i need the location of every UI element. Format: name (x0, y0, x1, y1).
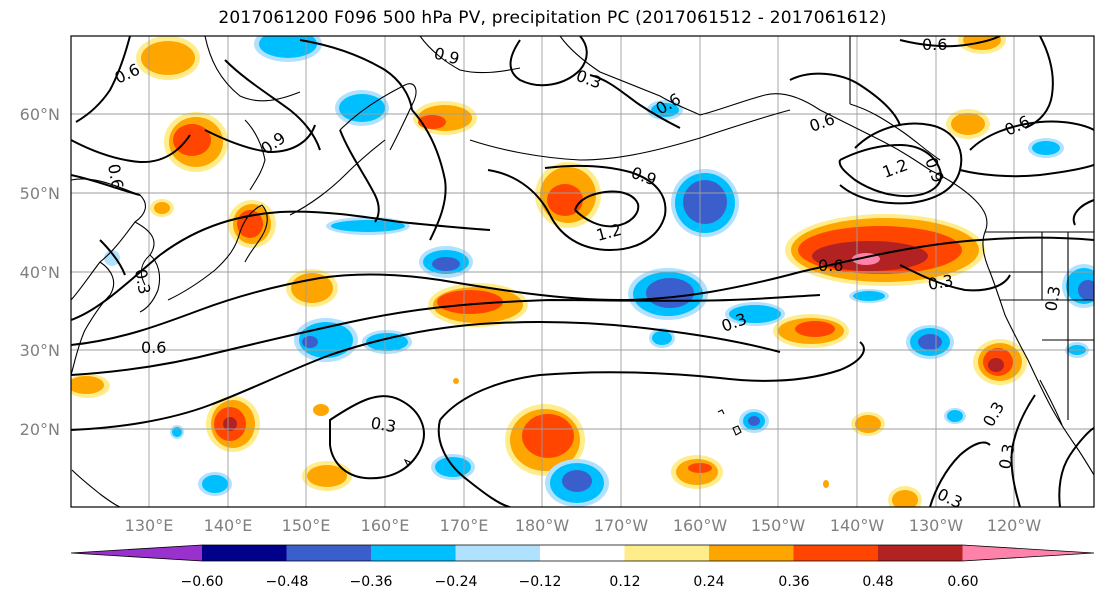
map-title: 2017061200 F096 500 hPa PV, precipitatio… (218, 8, 887, 28)
colorbar-segment (71, 545, 202, 561)
lat-label: 50°N (20, 184, 60, 203)
longitude-labels: 130°E 140°E 150°E 160°E 170°E 180°W 170°… (125, 516, 1042, 535)
map-panel: 0.6 0.9 0.3 0.6 0.9 0.9 0.6 0.6 0.6 1.2 … (71, 35, 1094, 507)
map-frame (70, 35, 1095, 508)
colorbar-segment (793, 545, 878, 561)
contour-label: 0.6 (104, 162, 127, 190)
contour-label: 0.3 (131, 267, 154, 295)
colorbar: −0.60 −0.48 −0.36 −0.24 −0.12 0.12 0.24 … (70, 544, 1095, 590)
colorbar-tick-label: −0.36 (350, 574, 393, 590)
colorbar-tick-label: −0.12 (519, 574, 562, 590)
lat-label: 30°N (20, 341, 60, 360)
colorbar-segment (624, 545, 709, 561)
colorbar-segment (540, 545, 625, 561)
lat-label: 40°N (20, 263, 60, 282)
lat-label: 20°N (20, 420, 60, 439)
colorbar-segment (962, 545, 1094, 561)
lon-label: 170°E (440, 516, 489, 535)
colorbar-tick-label: −0.60 (181, 574, 224, 590)
colorbar-segment (878, 545, 963, 561)
lon-label: 130°W (909, 516, 964, 535)
lat-label: 60°N (20, 105, 60, 124)
colorbar-outline (70, 544, 1095, 562)
colorbar-tick-label: 0.60 (947, 574, 978, 590)
lon-label: 120°W (987, 516, 1042, 535)
contour-label: 0.3 (926, 271, 954, 294)
colorbar-tick-label: 0.24 (693, 574, 724, 590)
contour-label: 0.3 (995, 442, 1018, 470)
colorbar-ticks: −0.60 −0.48 −0.36 −0.24 −0.12 0.12 0.24 … (181, 574, 979, 590)
precip-positive-anomaly (71, 36, 1027, 507)
contour-label: 0.6 (141, 338, 166, 357)
lon-label: 130°E (125, 516, 174, 535)
coastlines (71, 36, 1094, 507)
colorbar-tick-label: 0.48 (862, 574, 893, 590)
colorbar-segment (455, 545, 540, 561)
colorbar-segment (371, 545, 456, 561)
contour-label: 0.6 (922, 35, 947, 54)
lon-label: 150°E (282, 516, 331, 535)
contour-label: 0.3 (1041, 284, 1064, 312)
pv-contours (71, 36, 1094, 507)
lon-label: 170°W (594, 516, 649, 535)
lon-label: 140°W (830, 516, 885, 535)
graticule (71, 36, 1094, 507)
colorbar-tick-label: 0.36 (778, 574, 809, 590)
colorbar-segment (286, 545, 371, 561)
colorbar-tick-label: −0.48 (266, 574, 309, 590)
lon-label: 140°E (204, 516, 253, 535)
lon-label: 160°W (673, 516, 728, 535)
colorbar-segments (70, 544, 1095, 562)
contour-label: 0.6 (818, 256, 843, 275)
colorbar-tick-label: −0.24 (435, 574, 478, 590)
precip-negative-anomaly (104, 36, 1094, 507)
contour-label: 0.3 (369, 413, 397, 436)
colorbar-segment (202, 545, 287, 561)
lon-label: 150°W (751, 516, 806, 535)
precip-shading (71, 36, 1094, 507)
latitude-labels: 60°N 50°N 40°N 30°N 20°N (20, 105, 60, 439)
lon-label: 160°E (361, 516, 410, 535)
colorbar-segment (709, 545, 794, 561)
lon-label: 180°W (515, 516, 570, 535)
colorbar-tick-label: 0.12 (609, 574, 640, 590)
